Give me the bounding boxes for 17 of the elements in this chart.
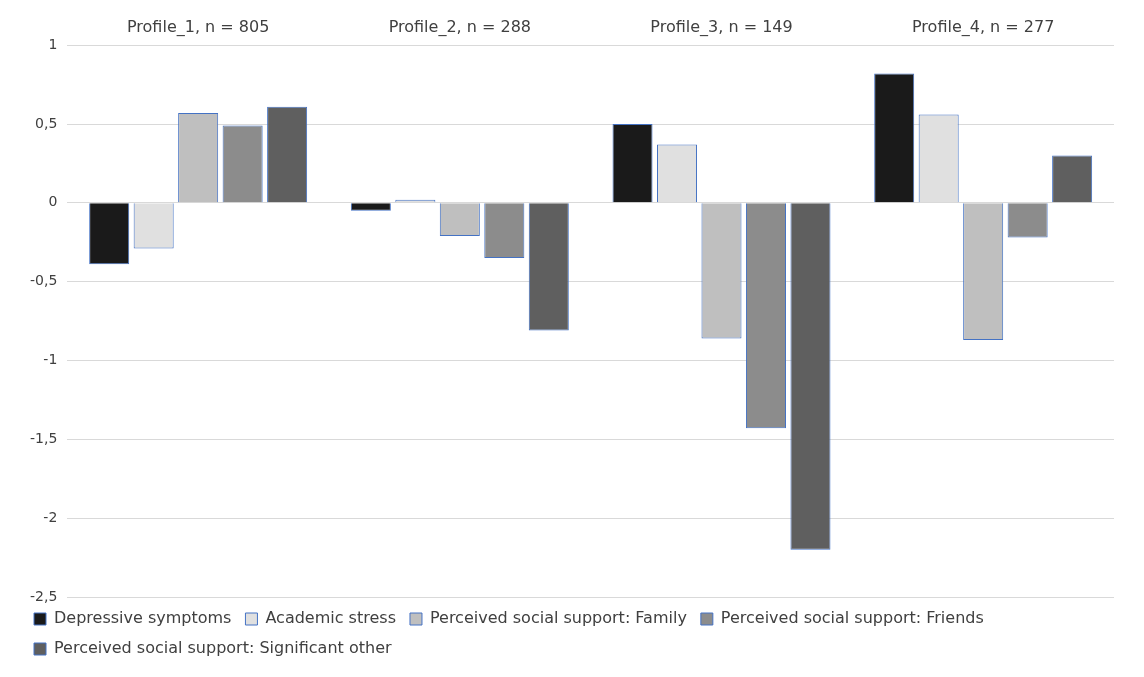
y-tick-label: -2 (43, 508, 58, 525)
x-tick-label: Profile_2, n = 288 (388, 16, 531, 37)
y-tick-label: -2,5 (29, 587, 58, 604)
y-tick-label: 1 (48, 35, 58, 52)
y-tick-label: -0,5 (29, 272, 58, 289)
y-tick-label: 0,5 (35, 114, 58, 131)
x-tick-label: Profile_3, n = 149 (650, 16, 793, 37)
x-tick-label: Profile_4, n = 277 (911, 16, 1055, 37)
y-tick-label: 0 (48, 193, 58, 210)
legend-label: Depressive symptoms (54, 608, 232, 628)
legend-label: Academic stress (265, 608, 396, 628)
y-tick-label: -1 (43, 351, 58, 368)
legend-label: Perceived social support: Significant other (54, 638, 392, 658)
legend-label: Perceived social support: Family (429, 608, 687, 628)
y-tick-label: -1,5 (29, 429, 58, 446)
legend-label: Perceived social support: Friends (720, 608, 984, 628)
x-tick-label: Profile_1, n = 805 (126, 16, 270, 37)
